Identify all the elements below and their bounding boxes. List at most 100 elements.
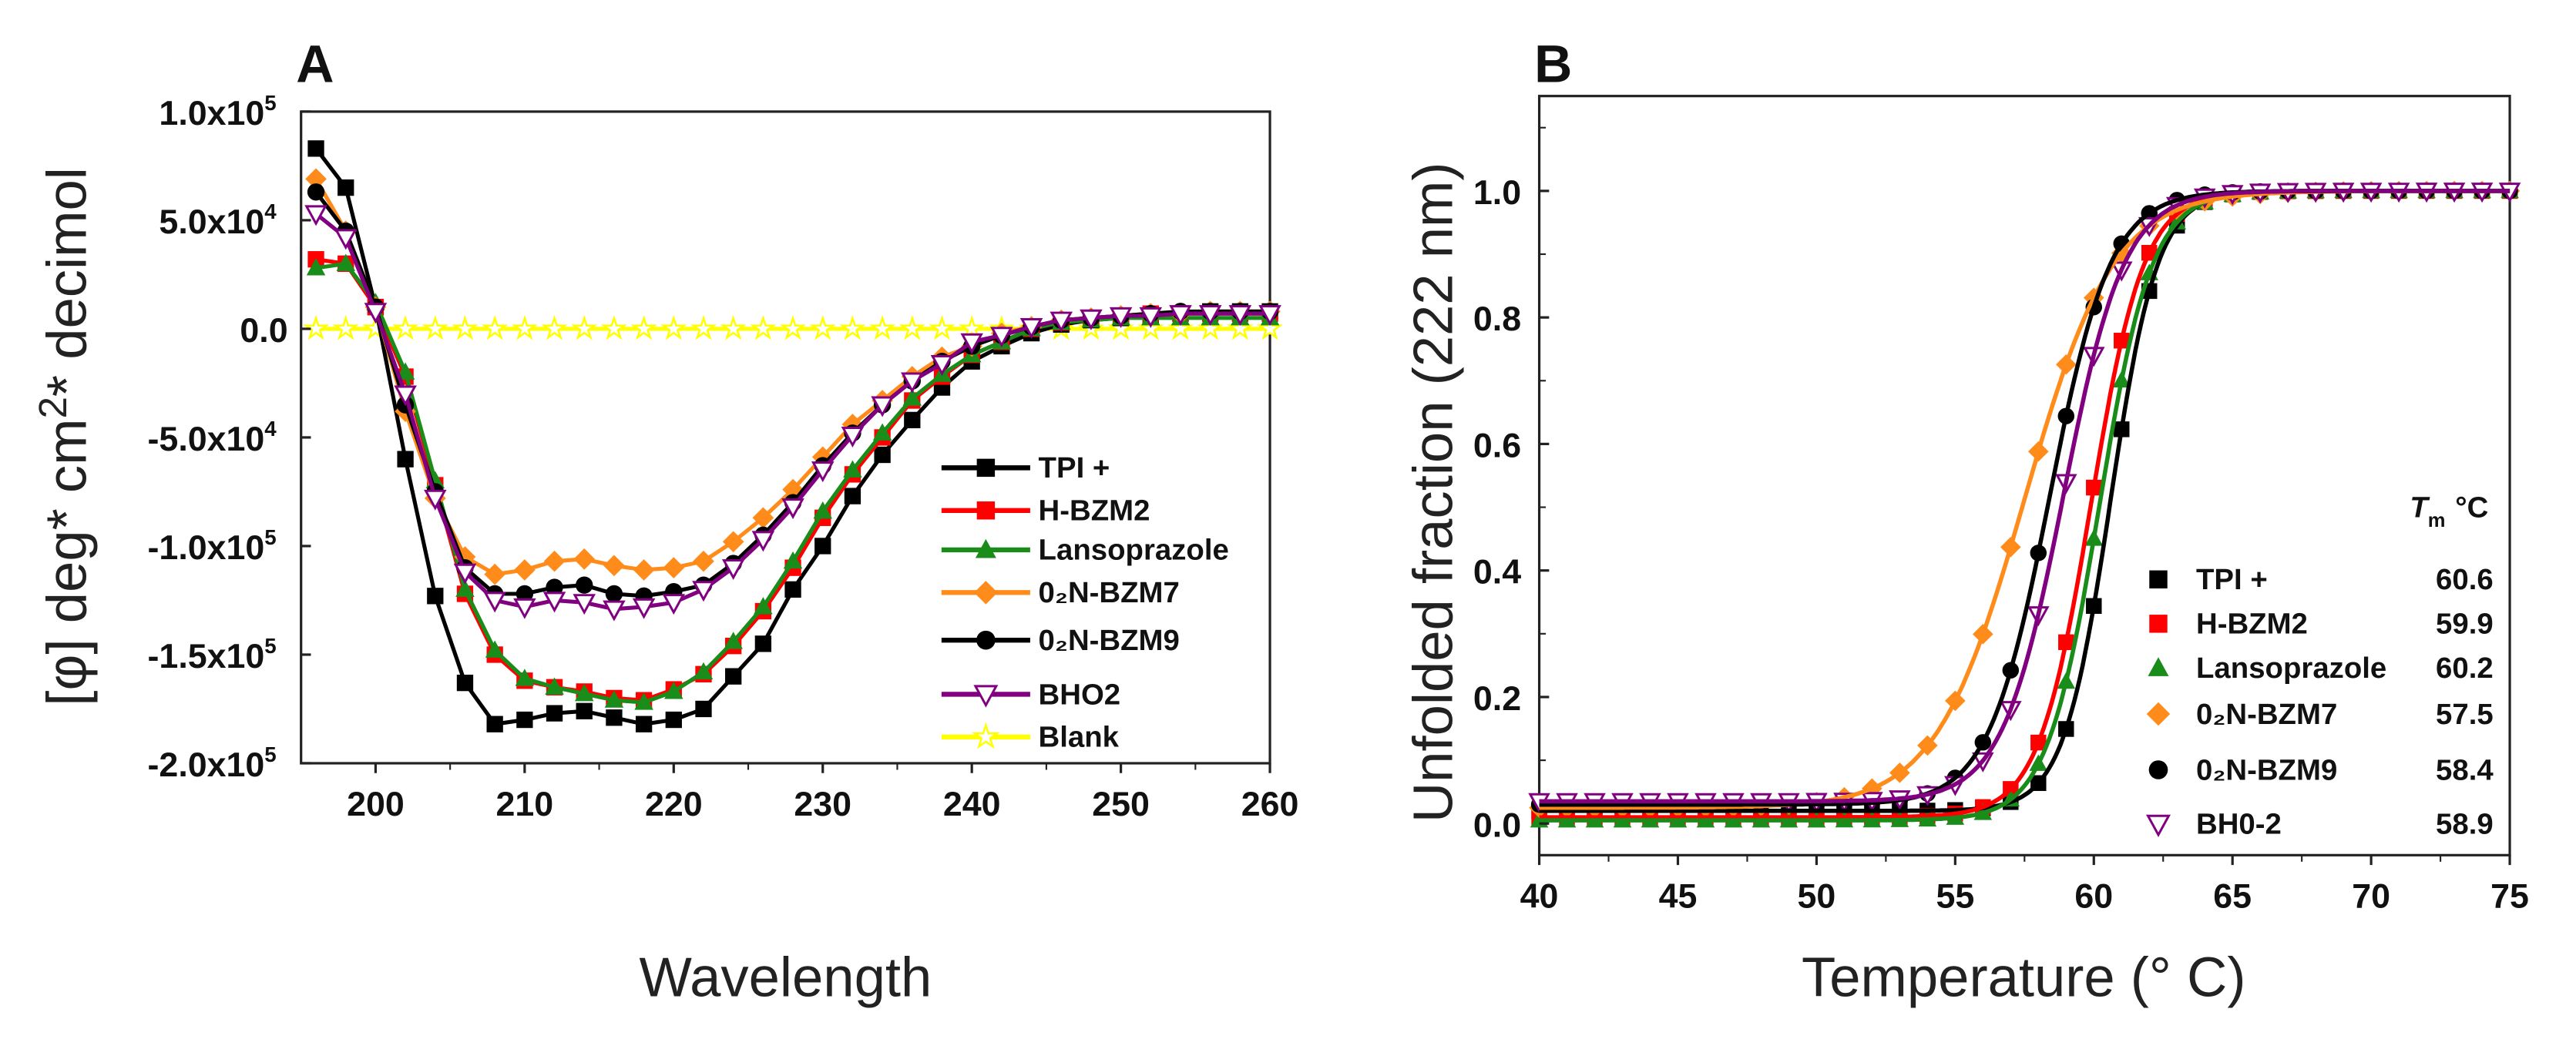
legend-label: BHO2 bbox=[1039, 678, 1121, 711]
legend-label: Lansoprazole bbox=[1039, 534, 1229, 567]
legend-tm-value: 60.2 bbox=[2436, 652, 2494, 685]
data-point bbox=[543, 550, 566, 572]
data-point bbox=[394, 385, 417, 407]
x-tick-label: 230 bbox=[794, 785, 851, 823]
data-point bbox=[634, 692, 653, 710]
y-tick-exponent: 4 bbox=[264, 199, 277, 223]
data-point bbox=[901, 372, 924, 394]
data-point bbox=[809, 314, 836, 340]
data-point bbox=[752, 507, 774, 529]
legend-label: 0₂N-BZM7 bbox=[1039, 576, 1180, 609]
legend-label: 0₂N-BZM9 bbox=[1039, 624, 1180, 657]
panel-a-x-axis-title: Wavelength bbox=[639, 947, 932, 1009]
series-blank bbox=[302, 314, 1284, 340]
data-point bbox=[904, 411, 921, 429]
y-tick-label: -2.0x105 bbox=[148, 742, 277, 784]
tm-unit: °C bbox=[2455, 491, 2488, 524]
data-point bbox=[635, 716, 653, 732]
legend-label: TPI + bbox=[2196, 563, 2268, 596]
data-point bbox=[1167, 314, 1194, 340]
y-tick-exponent: 5 bbox=[264, 742, 276, 766]
legend-label: H-BZM2 bbox=[2196, 608, 2308, 641]
y-title-sup: 2 bbox=[31, 397, 75, 418]
x-tick-label: 40 bbox=[1520, 877, 1559, 916]
data-point bbox=[960, 333, 983, 354]
y-title-post: * decimol bbox=[36, 167, 99, 397]
x-tick-label: 70 bbox=[2352, 877, 2390, 916]
legend-marker bbox=[976, 630, 996, 650]
y-title-pre: [φ] deg* cm bbox=[36, 419, 99, 706]
x-tick-label: 250 bbox=[1092, 785, 1150, 823]
data-point bbox=[1258, 305, 1281, 327]
x-tick-label: 220 bbox=[645, 785, 703, 823]
data-point bbox=[754, 635, 772, 652]
y-tick-label: 5.0x104 bbox=[159, 199, 277, 241]
data-point bbox=[898, 314, 925, 340]
y-tick-label: 0.6 bbox=[1473, 426, 1521, 464]
data-point bbox=[541, 314, 568, 340]
series-bho2 bbox=[304, 205, 1281, 622]
y-tick-base: 5.0x10 bbox=[159, 203, 264, 241]
x-tick-label: 260 bbox=[1241, 785, 1299, 823]
data-point bbox=[546, 705, 563, 722]
legend-marker bbox=[971, 722, 1000, 749]
panel-a-frame bbox=[300, 110, 1271, 765]
y-tick-label: 0.4 bbox=[1473, 553, 1521, 592]
x-tick-label: 60 bbox=[2074, 877, 2113, 916]
y-tick-label: 0.8 bbox=[1473, 300, 1521, 338]
data-point bbox=[633, 559, 655, 581]
data-point bbox=[482, 314, 509, 340]
y-tick-label: 1.0 bbox=[1473, 173, 1521, 212]
data-point bbox=[783, 551, 803, 569]
data-point bbox=[307, 140, 324, 157]
data-point bbox=[600, 314, 627, 340]
panel-a-cd-spectra: A 1.0x1055.0x1040.0-5.0x104-1.0x105-1.5x… bbox=[31, 35, 1298, 1009]
y-tick-exponent: 4 bbox=[264, 417, 277, 441]
data-point bbox=[305, 168, 327, 190]
legend-label: H-BZM2 bbox=[1039, 494, 1150, 528]
data-point bbox=[1139, 307, 1163, 328]
data-point bbox=[514, 559, 536, 581]
data-point bbox=[571, 314, 598, 340]
panel-b-y-axis-title: Unfolded fraction (222 nm) bbox=[1402, 163, 1465, 823]
x-tick-label: 240 bbox=[943, 785, 1001, 823]
data-point bbox=[784, 581, 801, 598]
legend-label: 0₂N-BZM9 bbox=[2196, 753, 2337, 786]
y-tick-label: 1.0x105 bbox=[159, 91, 276, 132]
data-point bbox=[693, 550, 714, 572]
data-point bbox=[545, 677, 564, 695]
y-tick-exponent: 5 bbox=[264, 634, 276, 658]
data-point bbox=[695, 700, 712, 718]
data-point bbox=[930, 354, 954, 376]
y-tick-exponent: 5 bbox=[264, 91, 276, 115]
legend-marker bbox=[974, 581, 998, 605]
data-point bbox=[397, 451, 414, 468]
data-point bbox=[576, 702, 593, 719]
data-point bbox=[632, 598, 656, 619]
data-point bbox=[484, 563, 506, 585]
y-tick-label: -1.5x105 bbox=[148, 634, 277, 675]
legend-label: TPI + bbox=[1039, 451, 1110, 484]
x-tick-label: 45 bbox=[1659, 877, 1698, 916]
data-point bbox=[869, 314, 896, 340]
data-point bbox=[811, 461, 835, 483]
y-tick-exponent: 5 bbox=[264, 525, 276, 549]
data-point bbox=[486, 716, 503, 732]
data-point bbox=[751, 531, 775, 552]
data-point bbox=[1019, 318, 1043, 340]
data-point bbox=[902, 388, 922, 406]
legend-label: Lansoprazole bbox=[2196, 652, 2386, 685]
panel-a-y-axis-title: [φ] deg* cm2* decimol bbox=[31, 167, 99, 706]
data-point bbox=[839, 314, 866, 340]
legend-label: Blank bbox=[1039, 721, 1120, 754]
legend-marker bbox=[2146, 702, 2171, 726]
fit-curve bbox=[1539, 189, 2511, 804]
data-point bbox=[1050, 311, 1073, 333]
y-tick-base: 0.0 bbox=[240, 311, 287, 350]
panel-b-label: B bbox=[1534, 35, 1572, 94]
data-point bbox=[1227, 314, 1254, 340]
data-point bbox=[606, 709, 623, 726]
data-point bbox=[813, 501, 832, 519]
y-tick-base: -1.5x10 bbox=[148, 637, 265, 675]
